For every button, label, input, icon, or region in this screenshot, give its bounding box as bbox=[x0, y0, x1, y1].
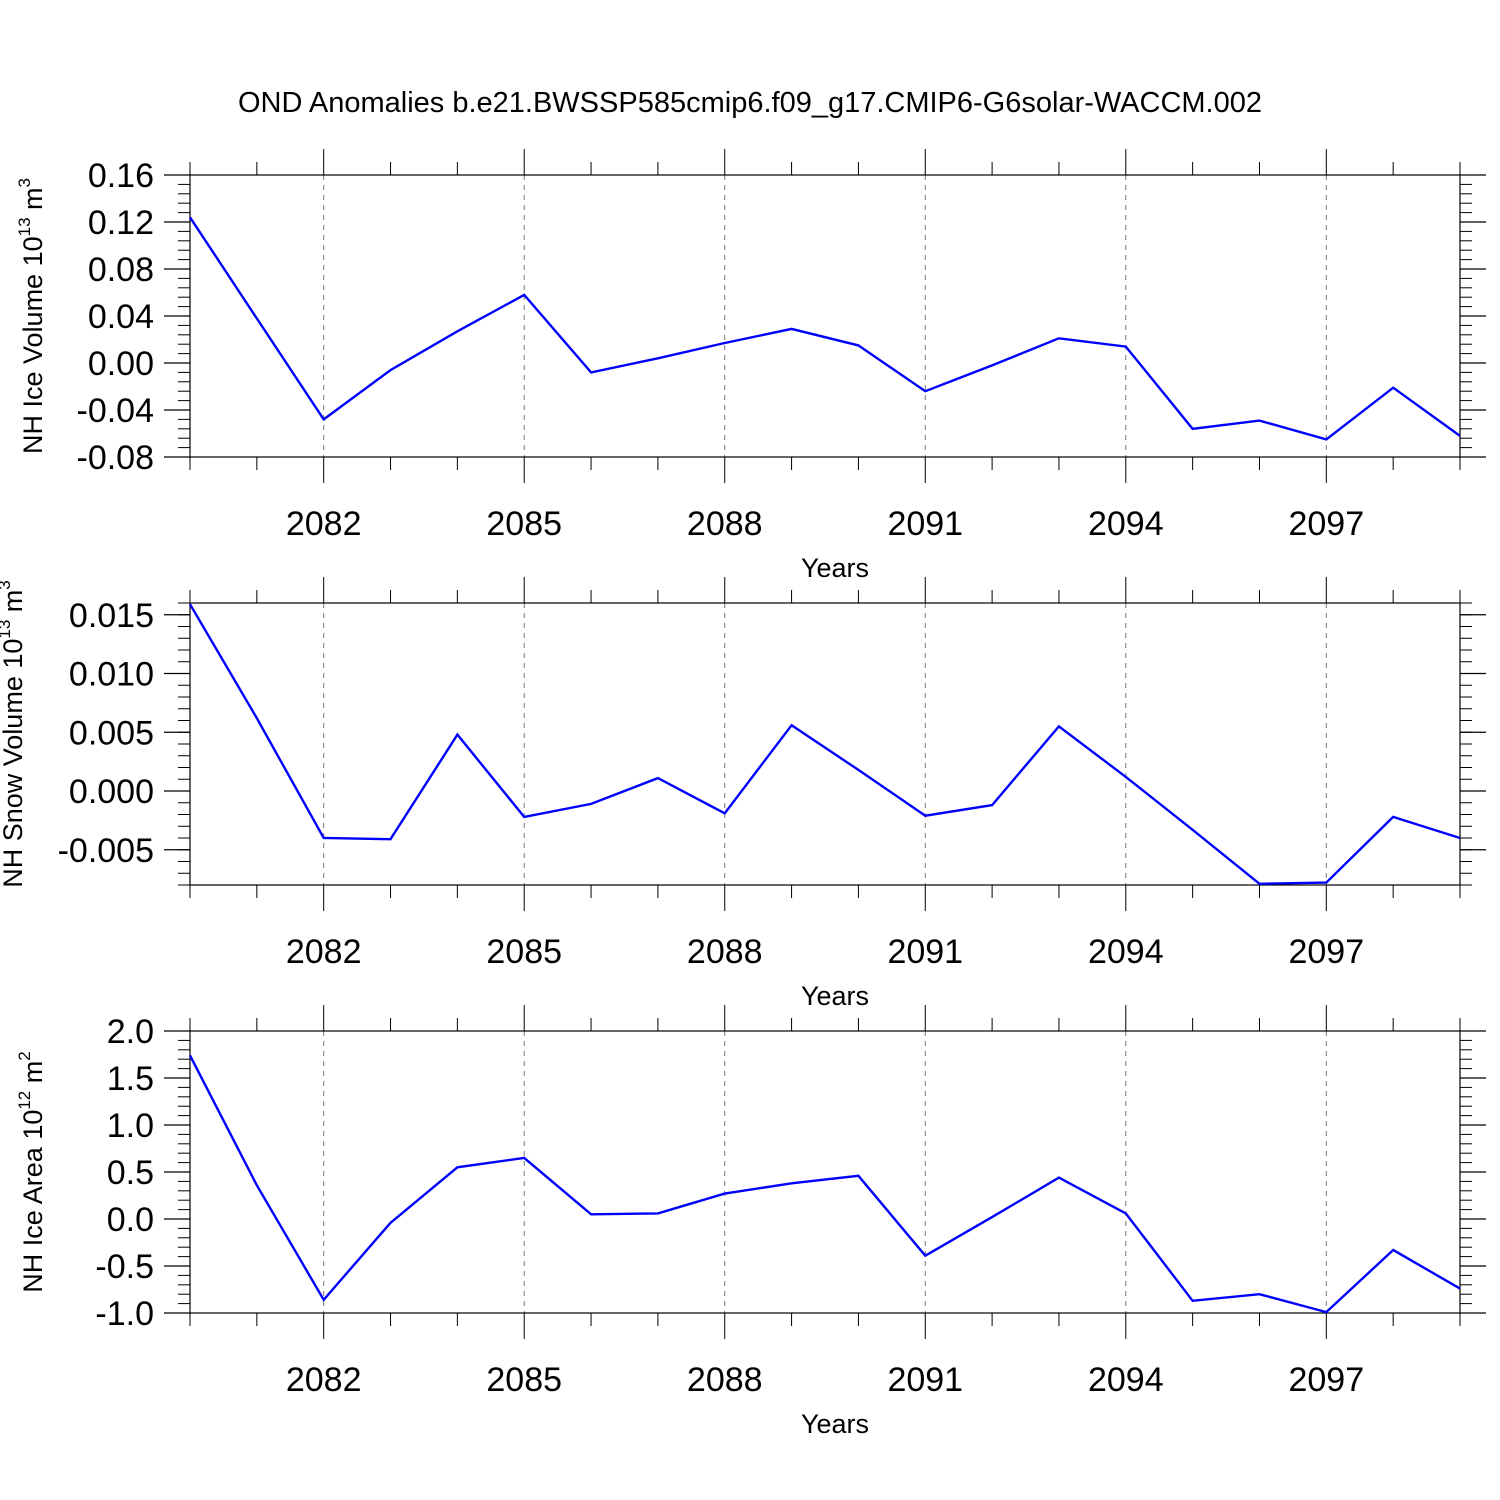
x-tick-label-ice-area-2088: 2088 bbox=[687, 1361, 763, 1399]
y-tick-label-ice-area-5: 1.5 bbox=[107, 1060, 154, 1098]
y-axis-title-part-snow-volume-0: NH Snow Volume 10 bbox=[0, 639, 28, 888]
x-tick-label-snow-volume-2097: 2097 bbox=[1288, 933, 1364, 971]
y-tick-label-ice-volume-4: 0.08 bbox=[88, 251, 154, 289]
y-axis-title-part-ice-volume-1: 13 bbox=[15, 217, 34, 236]
y-axis-title-part-ice-area-2: m bbox=[18, 1061, 48, 1091]
y-axis-title-part-snow-volume-3: 3 bbox=[0, 580, 14, 589]
y-tick-label-snow-volume-1: 0.000 bbox=[69, 773, 154, 811]
x-tick-label-ice-area-2082: 2082 bbox=[286, 1361, 362, 1399]
x-tick-label-snow-volume-2082: 2082 bbox=[286, 933, 362, 971]
y-tick-label-ice-area-3: 0.5 bbox=[107, 1154, 154, 1192]
y-tick-label-snow-volume-4: 0.015 bbox=[69, 597, 154, 635]
y-tick-label-ice-volume-3: 0.04 bbox=[88, 298, 154, 336]
x-axis-title-ice-area: Years bbox=[801, 1409, 869, 1439]
plot-frame-ice-area bbox=[189, 1030, 1461, 1314]
x-tick-label-ice-volume-2091: 2091 bbox=[887, 505, 963, 543]
y-tick-label-ice-volume-5: 0.12 bbox=[88, 204, 154, 242]
x-tick-label-snow-volume-2091: 2091 bbox=[887, 933, 963, 971]
y-axis-title-part-snow-volume-1: 13 bbox=[0, 620, 14, 639]
y-axis-title-part-ice-area-0: NH Ice Area 10 bbox=[18, 1110, 48, 1293]
x-tick-label-snow-volume-2088: 2088 bbox=[687, 933, 763, 971]
y-tick-label-snow-volume-0: -0.005 bbox=[58, 832, 154, 870]
y-tick-label-ice-volume-2: 0.00 bbox=[88, 345, 154, 383]
y-axis-title-part-ice-volume-0: NH Ice Volume 10 bbox=[18, 236, 48, 454]
y-axis-title-part-ice-area-1: 12 bbox=[15, 1091, 34, 1110]
y-tick-label-ice-area-0: -1.0 bbox=[95, 1295, 154, 1333]
plot-frame-snow-volume bbox=[189, 602, 1461, 886]
y-axis-title-part-ice-area-3: 2 bbox=[15, 1051, 34, 1060]
x-axis-title-ice-volume: Years bbox=[801, 553, 869, 583]
y-tick-label-snow-volume-3: 0.010 bbox=[69, 656, 154, 694]
y-axis-title-snow-volume: NH Snow Volume 1013 m3 bbox=[0, 580, 28, 888]
x-tick-label-ice-volume-2094: 2094 bbox=[1088, 505, 1164, 543]
y-axis-title-ice-area: NH Ice Area 1012 m2 bbox=[15, 1051, 48, 1292]
x-tick-label-ice-volume-2085: 2085 bbox=[486, 505, 562, 543]
x-tick-label-ice-area-2097: 2097 bbox=[1288, 1361, 1364, 1399]
x-tick-label-ice-volume-2088: 2088 bbox=[687, 505, 763, 543]
y-tick-label-ice-area-1: -0.5 bbox=[95, 1248, 154, 1286]
y-axis-title-part-ice-volume-2: m bbox=[18, 187, 48, 217]
plot-frame-ice-volume bbox=[189, 174, 1461, 458]
series-line-snow-volume-0 bbox=[188, 603, 1461, 886]
x-tick-label-snow-volume-2085: 2085 bbox=[486, 933, 562, 971]
x-tick-label-snow-volume-2094: 2094 bbox=[1088, 933, 1164, 971]
x-axis-title-snow-volume: Years bbox=[801, 981, 869, 1011]
x-tick-label-ice-area-2094: 2094 bbox=[1088, 1361, 1164, 1399]
x-tick-label-ice-area-2085: 2085 bbox=[486, 1361, 562, 1399]
series-line-ice-volume-0 bbox=[188, 216, 1461, 441]
y-tick-label-ice-volume-6: 0.16 bbox=[88, 157, 154, 195]
series-line-ice-area-0 bbox=[188, 1054, 1461, 1314]
x-tick-label-ice-volume-2082: 2082 bbox=[286, 505, 362, 543]
x-tick-label-ice-volume-2097: 2097 bbox=[1288, 505, 1364, 543]
y-tick-label-ice-area-4: 1.0 bbox=[107, 1107, 154, 1145]
y-tick-label-ice-volume-0: -0.08 bbox=[77, 439, 155, 477]
y-tick-label-ice-volume-1: -0.04 bbox=[77, 392, 155, 430]
y-tick-label-ice-area-6: 2.0 bbox=[107, 1013, 154, 1051]
x-tick-label-ice-area-2091: 2091 bbox=[887, 1361, 963, 1399]
y-tick-label-ice-area-2: 0.0 bbox=[107, 1201, 154, 1239]
y-tick-label-snow-volume-2: 0.005 bbox=[69, 714, 154, 752]
y-axis-title-ice-volume: NH Ice Volume 1013 m3 bbox=[15, 178, 48, 454]
chart-title: OND Anomalies b.e21.BWSSP585cmip6.f09_g1… bbox=[238, 87, 1262, 119]
y-axis-title-part-ice-volume-3: 3 bbox=[15, 178, 34, 187]
y-axis-title-part-snow-volume-2: m bbox=[0, 590, 28, 620]
